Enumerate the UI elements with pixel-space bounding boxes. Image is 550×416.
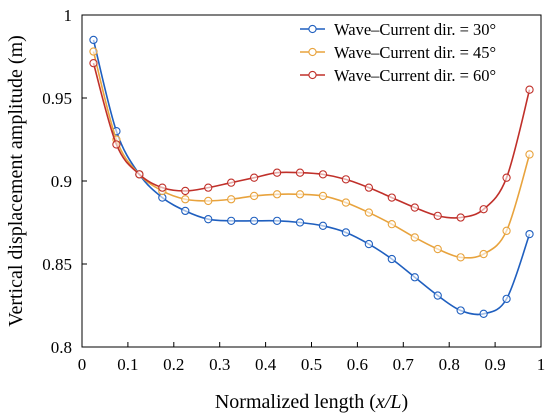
- data-point: [89, 35, 98, 45]
- data-point: [204, 196, 213, 206]
- data-point: [456, 306, 465, 315]
- y-tick-label: 0.9: [51, 172, 72, 191]
- y-tick-label: 0.95: [42, 89, 72, 108]
- data-point: [456, 213, 465, 222]
- data-point: [249, 173, 259, 182]
- data-point: [502, 294, 511, 304]
- data-point: [295, 168, 305, 177]
- x-tick-label: 0.9: [484, 355, 505, 374]
- data-point: [249, 216, 259, 225]
- data-point: [364, 239, 374, 249]
- data-point: [387, 193, 396, 202]
- data-point: [456, 253, 465, 262]
- data-point: [479, 205, 488, 214]
- data-point: [318, 221, 328, 230]
- plot-frame: [81, 14, 542, 348]
- data-point: [525, 229, 534, 239]
- data-point: [295, 218, 305, 227]
- data-point: [318, 191, 328, 201]
- y-tick-label: 0.85: [42, 255, 72, 274]
- axis-ticks: 0 0.1 0.2 0.3 0.4 0.5 0.6 0.7 0.8 0.9 1 0.8 0.85 0.9 0…: [42, 6, 545, 374]
- x-axis-title-var: x/L: [375, 391, 402, 413]
- data-point: [249, 191, 259, 201]
- x-tick-label: 0: [78, 355, 87, 374]
- legend-label: Wave–Current dir. = 45°: [334, 43, 496, 62]
- data-point: [433, 291, 442, 300]
- data-point: [479, 309, 488, 318]
- series-3: [89, 58, 534, 222]
- y-axis-title: Vertical displacement amplitude (m): [5, 35, 27, 327]
- data-point: [89, 47, 98, 56]
- data-point: [341, 175, 351, 184]
- series-2: [89, 47, 534, 262]
- data-point: [272, 190, 282, 199]
- data-point: [410, 233, 419, 242]
- legend-item: Wave–Current dir. = 60°: [300, 66, 496, 85]
- data-point: [227, 216, 236, 225]
- x-tick-label: 0.8: [439, 355, 460, 374]
- x-tick-label: 0.4: [255, 355, 277, 374]
- data-point: [181, 195, 190, 204]
- data-point: [112, 140, 121, 149]
- legend-label: Wave–Current dir. = 30°: [334, 20, 496, 39]
- data-point: [158, 183, 167, 192]
- data-point: [204, 183, 213, 192]
- data-point: [181, 186, 190, 196]
- legend-marker: [308, 70, 317, 80]
- data-point: [364, 208, 374, 217]
- data-point: [227, 195, 236, 204]
- y-tick-label: 0.8: [51, 338, 72, 357]
- x-axis-title-post: ): [401, 391, 408, 413]
- data-point: [502, 226, 511, 235]
- data-point: [525, 150, 534, 159]
- legend-item: Wave–Current dir. = 45°: [300, 43, 496, 62]
- legend-label: Wave–Current dir. = 60°: [334, 66, 496, 85]
- x-tick-label: 0.3: [209, 355, 230, 374]
- data-point: [272, 216, 282, 225]
- data-point: [227, 178, 236, 187]
- data-point: [318, 170, 328, 179]
- data-point: [387, 220, 396, 229]
- data-point: [410, 203, 419, 212]
- data-point: [433, 244, 442, 254]
- legend-marker: [308, 47, 317, 57]
- data-point: [479, 249, 488, 259]
- data-point: [272, 168, 282, 177]
- data-point: [525, 85, 534, 94]
- x-axis-title-pre: Normalized length (: [215, 391, 376, 413]
- data-point: [387, 254, 396, 264]
- x-tick-label: 0.6: [347, 355, 368, 374]
- data-point: [135, 170, 144, 179]
- data-point: [433, 211, 442, 221]
- y-tick-label: 1: [64, 6, 73, 25]
- legend: Wave–Current dir. = 30° Wave–Current dir.…: [300, 20, 496, 85]
- series-layer: [89, 35, 534, 318]
- x-axis-title: Normalized length (x/L): [215, 391, 408, 413]
- x-tick-label: 0.2: [163, 355, 184, 374]
- x-tick-label: 0.1: [117, 355, 138, 374]
- data-point: [502, 173, 511, 182]
- x-tick-label: 1: [537, 355, 546, 374]
- legend-item: Wave–Current dir. = 30°: [300, 20, 496, 39]
- data-point: [341, 228, 351, 237]
- data-point: [410, 273, 419, 282]
- data-point: [295, 190, 305, 199]
- data-point: [181, 206, 190, 216]
- legend-marker: [308, 24, 317, 34]
- x-tick-label: 0.5: [301, 355, 322, 374]
- data-point: [204, 215, 213, 224]
- data-point: [89, 58, 98, 68]
- data-point: [364, 183, 374, 192]
- data-point: [341, 198, 351, 207]
- x-tick-label: 0.7: [393, 355, 415, 374]
